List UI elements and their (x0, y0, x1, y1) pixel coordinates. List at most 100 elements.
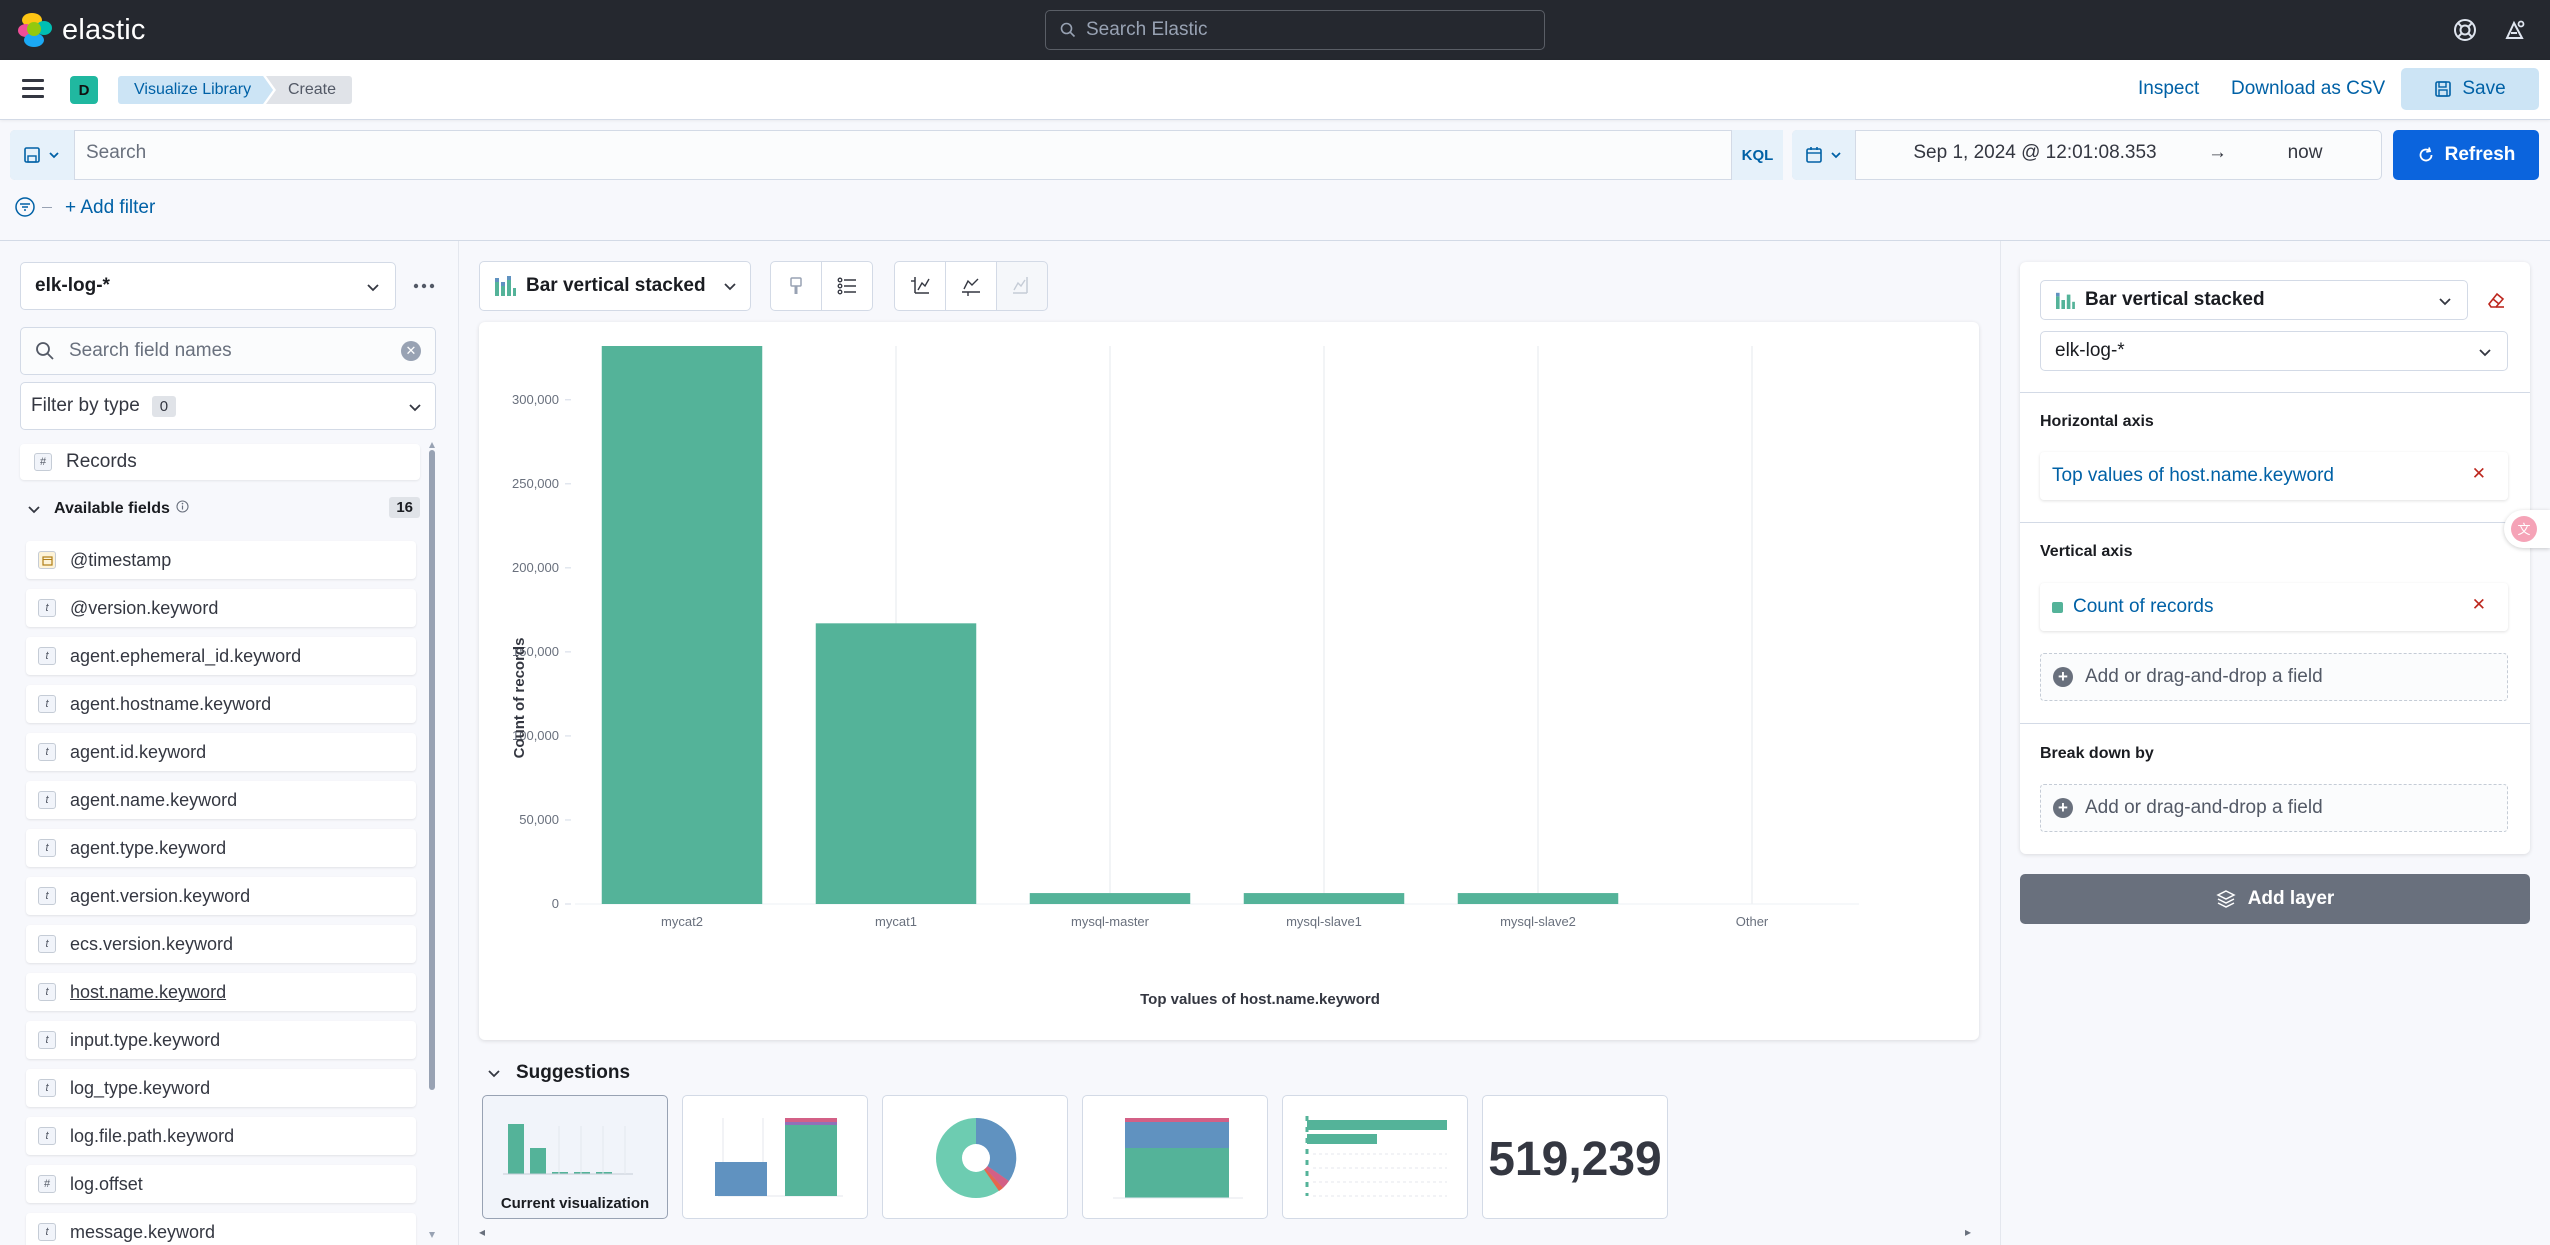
field-item[interactable]: t log.file.path.keyword (26, 1117, 416, 1155)
visual-options-button[interactable] (770, 261, 822, 311)
breadcrumb-visualize-library[interactable]: Visualize Library (118, 76, 273, 104)
legend-options-button[interactable] (821, 261, 873, 311)
field-item[interactable]: t log_type.keyword (26, 1069, 416, 1107)
suggestion-donut[interactable] (882, 1095, 1068, 1219)
field-item[interactable]: t ecs.version.keyword (26, 925, 416, 963)
plus-icon: + (2053, 667, 2073, 687)
x-tick-label: mysql-slave2 (1500, 914, 1576, 929)
field-name: message.keyword (70, 1221, 216, 1242)
save-icon (24, 147, 40, 163)
scroll-right-icon[interactable]: ▸ (1965, 1225, 1972, 1239)
field-records[interactable]: # Records (20, 444, 420, 480)
inspect-link[interactable]: Inspect (2138, 78, 2200, 99)
clear-icon[interactable]: ✕ (401, 341, 421, 361)
left-axis-button[interactable] (894, 261, 946, 311)
time-start[interactable]: Sep 1, 2024 @ 12:01:08.353 (1913, 142, 2157, 163)
scrollbar-thumb[interactable] (429, 450, 435, 1090)
field-name: host.name.keyword (70, 981, 227, 1002)
field-item[interactable]: t input.type.keyword (26, 1021, 416, 1059)
vertical-axis-add-field[interactable]: + Add or drag-and-drop a field (2040, 653, 2508, 701)
field-item[interactable]: t message.keyword (26, 1213, 416, 1245)
axis-bottom-icon (962, 278, 980, 296)
query-language-button[interactable]: KQL (1731, 130, 1783, 180)
break-down-add-field[interactable]: + Add or drag-and-drop a field (2040, 784, 2508, 832)
field-item[interactable]: t agent.id.keyword (26, 733, 416, 771)
global-search-input[interactable]: Search Elastic (1045, 10, 1545, 50)
add-layer-button[interactable]: Add layer (2020, 874, 2530, 924)
vertical-axis-dimension[interactable]: Count of records ✕ (2040, 583, 2508, 631)
bar-mysql-slave2[interactable] (1457, 893, 1619, 904)
layer-chart-type-select[interactable]: Bar vertical stacked (2040, 280, 2468, 320)
help-icon[interactable] (2452, 17, 2478, 43)
suggestion-current[interactable]: Current visualization (482, 1095, 668, 1219)
suggestion-metric[interactable]: 519,239 (1482, 1095, 1668, 1219)
menu-icon[interactable] (22, 79, 44, 98)
y-tick-label: 100,000 (512, 728, 559, 743)
filter-menu-button[interactable] (14, 196, 52, 218)
field-name: agent.id.keyword (70, 741, 207, 762)
string-type-icon: t (38, 983, 56, 1001)
scroll-left-icon[interactable]: ◂ (479, 1225, 486, 1239)
suggestions-toggle[interactable]: Suggestions (486, 1062, 630, 1084)
remove-icon[interactable]: ✕ (2471, 595, 2486, 614)
available-fields-toggle[interactable]: Available fields 16 (26, 497, 420, 518)
string-type-icon: t (38, 887, 56, 905)
eraser-icon[interactable] (2486, 290, 2506, 310)
suggestion-horizontal-bar[interactable] (1282, 1095, 1468, 1219)
query-input[interactable] (10, 130, 1783, 180)
bar-mycat2[interactable] (601, 346, 763, 904)
field-item[interactable]: t agent.version.keyword (26, 877, 416, 915)
suggestion-stacked-bar[interactable] (682, 1095, 868, 1219)
field-name: agent.name.keyword (70, 789, 238, 810)
more-options-icon[interactable] (412, 280, 436, 292)
newsfeed-icon[interactable] (2502, 17, 2528, 43)
download-csv-link[interactable]: Download as CSV (2231, 78, 2386, 99)
y-tick-label: 250,000 (512, 476, 559, 491)
layer-chart-type-label: Bar vertical stacked (2085, 289, 2265, 310)
save-button[interactable]: Save (2401, 68, 2539, 110)
bar-mycat1[interactable] (815, 623, 977, 904)
time-end[interactable]: now (2287, 142, 2323, 163)
field-item[interactable]: t agent.hostname.keyword (26, 685, 416, 723)
field-item[interactable]: t agent.type.keyword (26, 829, 416, 867)
y-tick-label: 200,000 (512, 560, 559, 575)
refresh-button[interactable]: Refresh (2393, 130, 2539, 180)
horizontal-axis-dimension[interactable]: Top values of host.name.keyword ✕ (2040, 452, 2508, 500)
string-type-icon: t (38, 695, 56, 713)
x-tick-label: Other (1736, 914, 1769, 929)
bar-stacked-icon (495, 276, 516, 296)
saved-query-button[interactable] (10, 130, 75, 180)
chevron-down-icon (367, 284, 379, 292)
arrow-right-icon: → (2208, 142, 2227, 163)
field-item[interactable]: t agent.ephemeral_id.keyword (26, 637, 416, 675)
field-item[interactable]: t agent.name.keyword (26, 781, 416, 819)
field-item[interactable]: # log.offset (26, 1165, 416, 1203)
chart-type-switch[interactable]: Bar vertical stacked (479, 261, 751, 311)
elastic-logo[interactable]: elastic (18, 13, 146, 47)
chart-panel: 0 50,000 100,000 150,000 200,000 250,000 300,0… (479, 322, 1979, 1040)
bar-chart[interactable]: 0 50,000 100,000 150,000 200,000 250,000 300,0… (479, 322, 1979, 1040)
field-search-input[interactable]: Search field names ✕ (20, 327, 436, 375)
layers-icon (2216, 890, 2236, 908)
remove-icon[interactable]: ✕ (2471, 464, 2486, 483)
bar-mysql-slave1[interactable] (1243, 893, 1405, 904)
field-list-scrollbar[interactable] (428, 436, 436, 1244)
translate-widget[interactable]: 文 (2504, 510, 2550, 548)
field-item[interactable]: t @version.keyword (26, 589, 416, 627)
filter-by-type-button[interactable]: Filter by type 0 (20, 382, 436, 430)
index-pattern-select[interactable]: elk-log-* (20, 262, 396, 310)
add-layer-label: Add layer (2247, 888, 2335, 909)
info-icon (176, 499, 189, 513)
add-filter-button[interactable]: + Add filter (65, 197, 156, 218)
query-placeholder: Search (86, 142, 147, 163)
layer-index-pattern-select[interactable]: elk-log-* (2040, 331, 2508, 371)
field-name: agent.type.keyword (70, 837, 227, 858)
bottom-axis-button[interactable] (945, 261, 997, 311)
quick-time-menu-button[interactable] (1792, 130, 1856, 180)
bar-mysql-master[interactable] (1029, 893, 1191, 904)
field-item[interactable]: t host.name.keyword (26, 973, 416, 1011)
y-ticks: 0 50,000 100,000 150,000 200,000 250,000 300,0… (512, 392, 571, 911)
field-item[interactable]: @timestamp (26, 541, 416, 579)
suggestion-percentage-bar[interactable] (1082, 1095, 1268, 1219)
space-avatar[interactable]: D (70, 76, 98, 104)
